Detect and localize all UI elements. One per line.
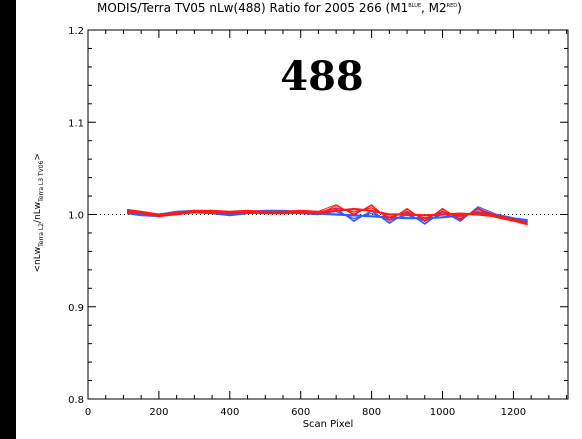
series-line xyxy=(126,204,528,223)
y-tick-label: 1.0 xyxy=(68,211,84,222)
y-tick-label: 0.9 xyxy=(68,303,84,314)
x-tick-label: 600 xyxy=(291,407,310,418)
x-tick-label: 400 xyxy=(220,407,239,418)
series-line xyxy=(126,207,528,225)
y-tick-label: 0.8 xyxy=(68,395,84,406)
y-axis-label: <nLwTerra L2/nLwTerra L3 TV06> xyxy=(33,153,45,272)
x-tick-label: 1000 xyxy=(430,407,455,418)
x-axis-label: Scan Pixel xyxy=(303,419,354,430)
x-tick-label: 200 xyxy=(149,407,168,418)
y-tick-label: 1.2 xyxy=(68,26,84,37)
series-line xyxy=(126,205,528,226)
x-tick-label: 1200 xyxy=(501,407,526,418)
y-tick-label: 1.1 xyxy=(68,118,84,129)
chart-panel xyxy=(16,0,582,439)
x-tick-label: 0 xyxy=(85,407,91,418)
annotation-label: 488 xyxy=(280,53,364,100)
chart-title: MODIS/Terra TV05 nLw(488) Ratio for 2005… xyxy=(97,1,462,15)
x-tick-label: 800 xyxy=(362,407,381,418)
